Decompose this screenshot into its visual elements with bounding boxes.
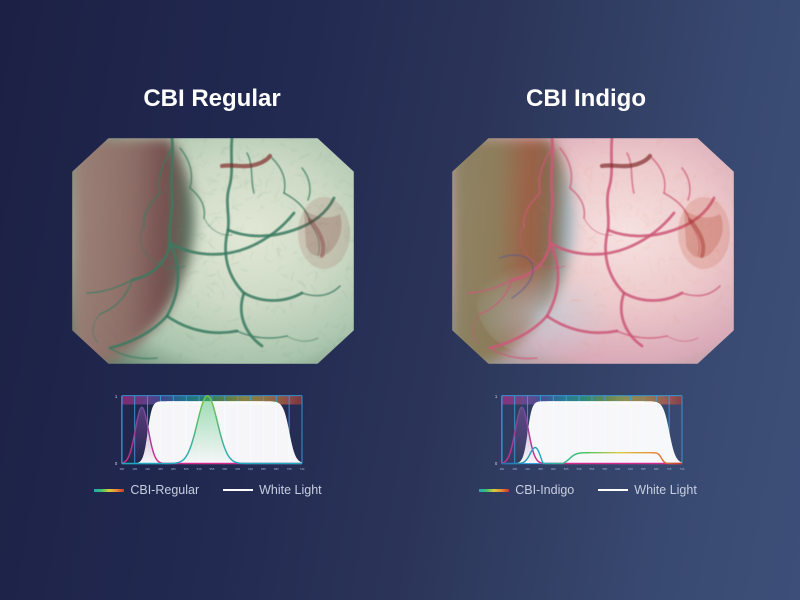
svg-text:580: 580 [602, 467, 607, 471]
svg-text:530: 530 [577, 467, 582, 471]
svg-text:680: 680 [654, 467, 659, 471]
svg-text:605: 605 [615, 467, 620, 471]
svg-text:555: 555 [210, 467, 215, 471]
svg-text:630: 630 [628, 467, 633, 471]
svg-text:655: 655 [641, 467, 646, 471]
svg-text:0: 0 [495, 461, 498, 466]
svg-text:455: 455 [158, 467, 163, 471]
svg-text:705: 705 [667, 467, 672, 471]
svg-text:430: 430 [525, 467, 530, 471]
svg-text:1: 1 [495, 394, 498, 399]
svg-text:405: 405 [512, 467, 517, 471]
svg-text:655: 655 [261, 467, 266, 471]
svg-text:730: 730 [680, 467, 685, 471]
svg-text:0: 0 [115, 461, 118, 466]
svg-text:480: 480 [551, 467, 556, 471]
svg-text:505: 505 [184, 467, 189, 471]
svg-text:705: 705 [287, 467, 292, 471]
svg-text:380: 380 [499, 467, 504, 471]
svg-text:505: 505 [564, 467, 569, 471]
svg-text:480: 480 [171, 467, 176, 471]
svg-text:455: 455 [538, 467, 543, 471]
svg-text:530: 530 [197, 467, 202, 471]
svg-text:430: 430 [145, 467, 150, 471]
svg-text:1: 1 [115, 394, 118, 399]
svg-text:580: 580 [222, 467, 227, 471]
svg-text:555: 555 [590, 467, 595, 471]
svg-text:405: 405 [132, 467, 137, 471]
svg-text:730: 730 [300, 467, 305, 471]
svg-text:680: 680 [274, 467, 279, 471]
svg-text:630: 630 [248, 467, 253, 471]
svg-text:380: 380 [119, 467, 124, 471]
svg-text:605: 605 [235, 467, 240, 471]
